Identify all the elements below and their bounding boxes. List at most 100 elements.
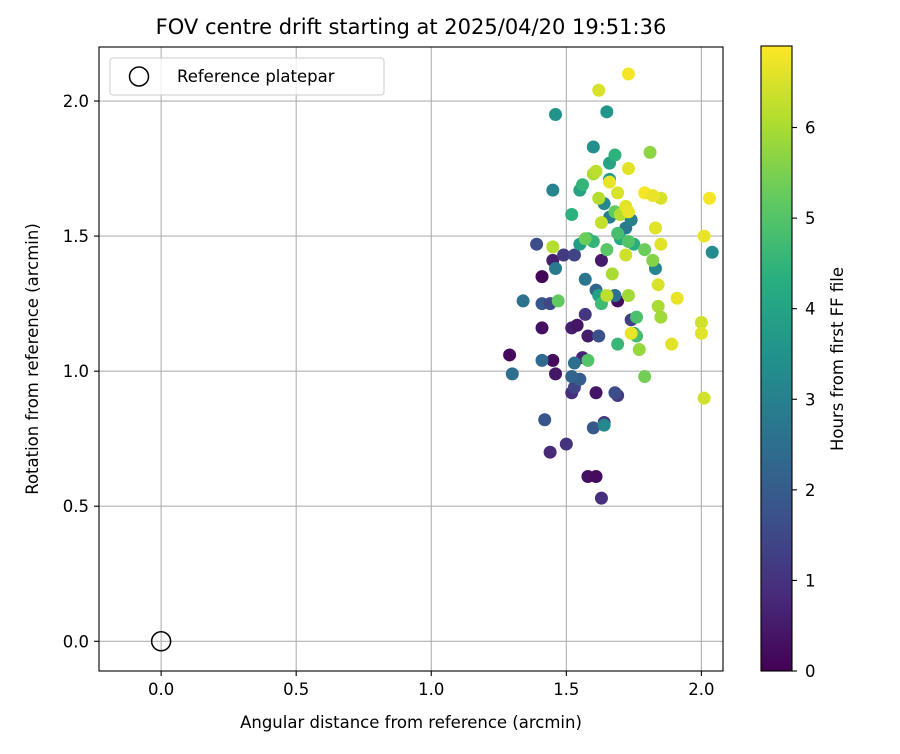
plot-frame — [98, 46, 724, 672]
scatter-point — [530, 237, 544, 251]
x-tick-label: 1.5 — [553, 680, 579, 699]
chart-title: FOV centre drift starting at 2025/04/20 … — [156, 15, 667, 39]
colorbar-tick-label: 5 — [805, 209, 816, 228]
legend: Reference platepar — [109, 57, 385, 96]
reference-point — [150, 631, 172, 652]
x-tick-label: 2.0 — [688, 680, 714, 699]
scatter-point — [702, 191, 716, 205]
scatter-points — [503, 67, 719, 505]
legend-label: Reference platepar — [177, 67, 335, 86]
scatter-point — [516, 294, 530, 308]
scatter-point — [624, 326, 638, 340]
scatter-point — [581, 353, 595, 367]
scatter-point — [565, 370, 579, 384]
scatter-point — [705, 245, 719, 259]
scatter-point — [538, 413, 552, 427]
scatter-point — [594, 491, 608, 505]
scatter-point — [586, 140, 600, 154]
scatter-point — [608, 148, 622, 162]
y-tick-label: 1.5 — [63, 227, 89, 246]
scatter-point — [589, 470, 603, 484]
legend-marker — [128, 66, 150, 87]
scatter-point — [581, 329, 595, 343]
scatter-point — [600, 243, 614, 257]
scatter-point — [670, 291, 684, 305]
scatter-point — [549, 108, 563, 122]
scatter-point — [611, 337, 625, 351]
scatter-point — [549, 367, 563, 381]
scatter-point — [546, 240, 560, 254]
y-tick-label: 0.5 — [63, 497, 89, 516]
colorbar-tick-label: 4 — [805, 300, 816, 319]
scatter-point — [611, 186, 625, 200]
colorbar-tick-label: 1 — [805, 571, 816, 590]
scatter-point — [638, 370, 652, 384]
grid-y — [99, 100, 723, 642]
scatter-point — [619, 248, 633, 262]
scatter-point — [567, 356, 581, 370]
scatter-point — [697, 229, 711, 243]
scatter-point — [646, 189, 660, 203]
scatter-point — [694, 316, 708, 330]
scatter-point — [503, 348, 517, 362]
scatter-point — [608, 386, 622, 400]
scatter-point — [600, 105, 614, 119]
y-tick-label: 0.0 — [63, 632, 89, 651]
colorbar-gradient — [761, 46, 792, 671]
scatter-point — [570, 318, 584, 332]
scatter-point — [567, 248, 581, 262]
y-axis-label: Rotation from reference (arcmin) — [23, 223, 42, 495]
scatter-point — [546, 183, 560, 197]
scatter-point — [535, 353, 549, 367]
scatter-point — [621, 205, 635, 219]
scatter-point — [578, 232, 592, 246]
scatter-point — [665, 337, 679, 351]
colorbar-tick-label: 3 — [805, 390, 816, 409]
y-ticks: 0.0 0.5 1.0 1.5 2.0 — [63, 92, 99, 651]
scatter-point — [697, 391, 711, 405]
colorbar-tick-label: 0 — [805, 662, 816, 681]
x-tick-label: 0.5 — [283, 680, 309, 699]
scatter-point — [643, 145, 657, 159]
scatter-point — [651, 278, 665, 292]
scatter-point — [576, 178, 590, 192]
scatter-point — [638, 243, 652, 257]
scatter-point — [694, 326, 708, 340]
scatter-point — [654, 237, 668, 251]
scatter-point — [551, 294, 565, 308]
scatter-point — [592, 191, 606, 205]
scatter-point — [600, 289, 614, 303]
scatter-point — [648, 221, 662, 235]
scatter-point — [589, 386, 603, 400]
scatter-point — [592, 329, 606, 343]
y-tick-label: 2.0 — [63, 92, 89, 111]
scatter-point — [621, 67, 635, 81]
scatter-point — [546, 353, 560, 367]
x-ticks: 0.0 0.5 1.0 1.5 2.0 — [148, 671, 715, 699]
scatter-point — [543, 445, 557, 459]
scatter-point — [535, 321, 549, 335]
scatter-point — [651, 299, 665, 313]
scatter-point — [605, 267, 619, 281]
scatter-point — [557, 248, 571, 262]
legend-box — [109, 57, 385, 96]
grid-x — [160, 47, 702, 671]
scatter-point — [621, 289, 635, 303]
scatter-point — [630, 310, 644, 324]
scatter-point — [603, 175, 617, 189]
scatter-point — [621, 162, 635, 176]
colorbar-tick-label: 2 — [805, 481, 816, 500]
colorbar-tick-label: 6 — [805, 119, 816, 138]
x-tick-label: 0.0 — [148, 680, 174, 699]
scatter-point — [505, 367, 519, 381]
scatter-point — [654, 310, 668, 324]
scatter-point — [597, 418, 611, 432]
scatter-point — [535, 270, 549, 284]
colorbar-frame — [760, 45, 793, 672]
scatter-point — [592, 83, 606, 97]
scatter-point — [578, 272, 592, 286]
scatter-point — [565, 207, 579, 221]
scatter-point — [549, 262, 563, 276]
x-tick-label: 1.0 — [418, 680, 444, 699]
